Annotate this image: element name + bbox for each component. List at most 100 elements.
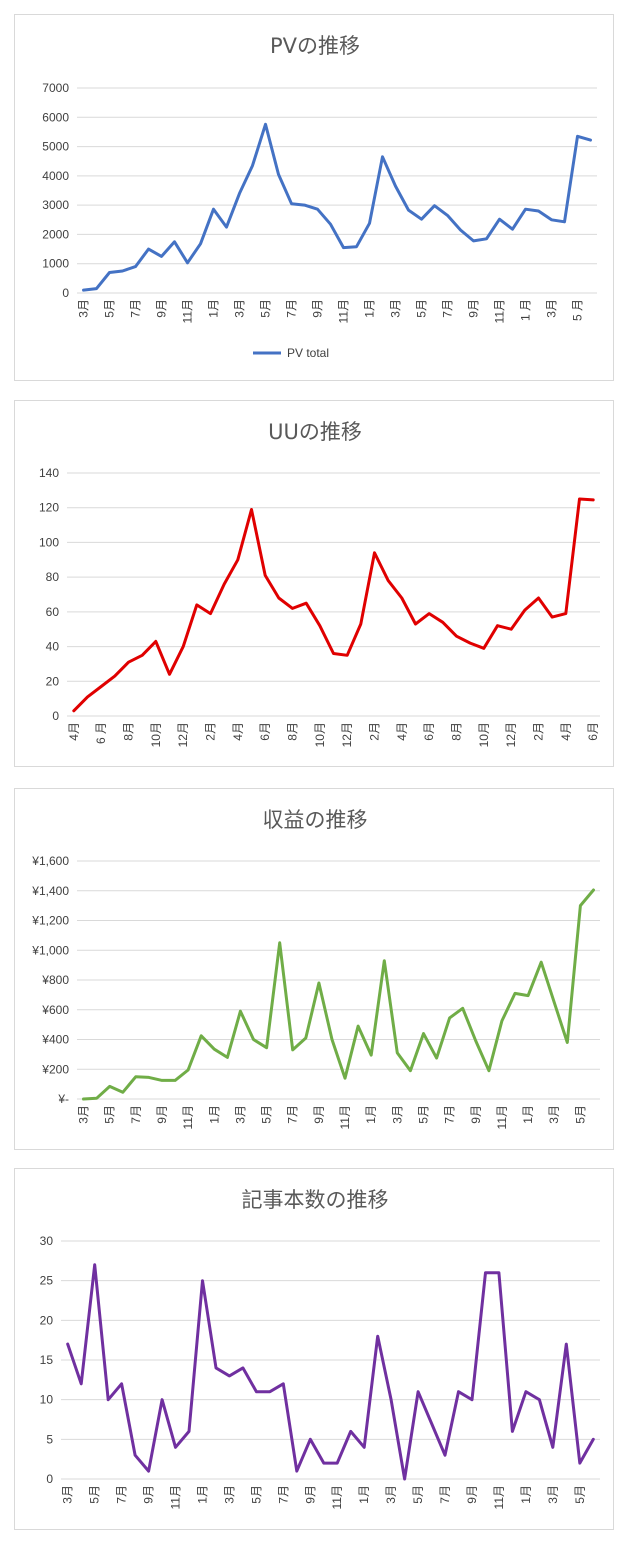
x-tick-label: 5月 [103, 1105, 117, 1124]
x-tick-label: 3月 [233, 299, 247, 318]
y-tick-label: 30 [40, 1234, 54, 1248]
chart-title: 記事本数の推移 [242, 1188, 389, 1212]
x-tick-label: 3月 [61, 1485, 75, 1504]
x-tick-label: 9月 [312, 1105, 326, 1124]
x-tick-label: 5月 [411, 1485, 425, 1504]
x-tick-label: 7月 [129, 299, 143, 318]
uu-chart: UUの推移 0 20 40 60 80 100 120 140 4月 6 月 8月 10月 12月 2月 4月… [39, 420, 600, 747]
x-tick-label: 9月 [467, 299, 481, 318]
x-tick-label: 1月 [521, 1105, 535, 1124]
x-tick-label: 3月 [547, 1105, 561, 1124]
x-tick-label: 7月 [115, 1485, 129, 1504]
x-tick-label: 9月 [311, 299, 325, 318]
x-tick-label: 1月 [207, 299, 221, 318]
x-tick-label: 7月 [276, 1485, 290, 1504]
y-tick-label: ¥600 [41, 1003, 69, 1017]
y-tick-label: 5 [46, 1432, 53, 1446]
x-tick-label: 5月 [88, 1485, 102, 1504]
x-tick-label: 5月 [259, 299, 273, 318]
x-tick-label: 7月 [438, 1485, 452, 1504]
x-tick-label: 1 月 [519, 299, 533, 321]
y-tick-label: 5000 [42, 140, 69, 154]
chart-title: 収益の推移 [263, 808, 368, 832]
y-tick-label: ¥1,200 [31, 914, 69, 928]
x-tick-label: 4月 [67, 722, 81, 741]
x-tick-label: 9月 [469, 1105, 483, 1124]
x-tick-label: 3月 [222, 1485, 236, 1504]
x-tick-label: 12月 [504, 722, 518, 747]
x-tick-label: 7月 [441, 299, 455, 318]
y-tick-label: 25 [40, 1274, 54, 1288]
y-tick-label: 20 [46, 674, 60, 688]
x-tick-label: 11月 [330, 1485, 344, 1509]
y-tick-label: ¥400 [41, 1033, 69, 1047]
x-tick-label: 9月 [465, 1485, 479, 1504]
x-tick-label: 7月 [286, 1105, 300, 1124]
chart-title: UUの推移 [268, 420, 362, 444]
x-tick-label: 8月 [122, 722, 136, 741]
x-tick-label: 5月 [103, 299, 117, 318]
x-tick-label: 1月 [207, 1105, 221, 1124]
x-tick-label: 10月 [149, 722, 163, 747]
x-tick-label: 12月 [340, 722, 354, 747]
x-tick-label: 11月 [169, 1485, 183, 1509]
y-tick-label: ¥1,000 [31, 943, 69, 957]
x-tick-label: 10月 [477, 722, 491, 747]
x-tick-label: 10月 [313, 722, 327, 747]
x-tick-label: 11月 [495, 1105, 509, 1129]
x-tick-label: 3月 [77, 299, 91, 318]
y-tick-label: 20 [40, 1313, 54, 1327]
y-tick-label: 4000 [42, 169, 69, 183]
y-tick-label: 6000 [42, 110, 69, 124]
series-line [72, 497, 595, 713]
y-tick-label: 60 [46, 605, 60, 619]
x-tick-label: 11月 [493, 299, 507, 323]
x-tick-label: 7月 [285, 299, 299, 318]
y-tick-label: ¥200 [41, 1062, 69, 1076]
x-tick-label: 9月 [155, 1105, 169, 1124]
y-tick-label: 0 [46, 1472, 53, 1486]
uu-chart-panel: UUの推移 0 20 40 60 80 100 120 140 4月 6 月 8月 10月 12月 2月 4月… [14, 400, 614, 767]
x-tick-label: 5月 [573, 1485, 587, 1504]
y-tick-label: 0 [52, 709, 59, 723]
x-tick-label: 6月 [258, 722, 272, 741]
x-tick-label: 2月 [532, 722, 546, 741]
x-tick-label: 5月 [249, 1485, 263, 1504]
x-tick-label: 11月 [337, 299, 351, 323]
x-tick-label: 11月 [181, 1105, 195, 1129]
x-tick-label: 7月 [129, 1105, 143, 1124]
x-tick-label: 4月 [395, 722, 409, 741]
x-tick-label: 11月 [492, 1485, 506, 1509]
x-tick-label: 6月 [422, 722, 436, 741]
series-line [66, 1263, 595, 1481]
x-tick-label: 5月 [415, 299, 429, 318]
x-tick-label: 6月 [586, 722, 600, 741]
y-tick-label: 2000 [42, 227, 69, 241]
y-tick-label: 100 [39, 535, 59, 549]
chart-title: PVの推移 [270, 34, 360, 58]
x-tick-label: 9月 [155, 299, 169, 318]
x-tick-label: 2月 [204, 722, 218, 741]
y-tick-label: ¥1,600 [31, 854, 69, 868]
y-tick-label: ¥1,400 [31, 884, 69, 898]
x-tick-label: 9月 [303, 1485, 317, 1504]
x-tick-label: 11月 [181, 299, 195, 323]
x-tick-label: 11月 [338, 1105, 352, 1129]
x-tick-label: 3月 [233, 1105, 247, 1124]
y-tick-label: 40 [46, 640, 60, 654]
revenue-chart: 収益の推移 ¥- ¥200 ¥400 ¥600 ¥800 ¥1,000 ¥1,200 ¥1,40… [31, 808, 600, 1129]
x-tick-label: 3月 [545, 299, 559, 318]
x-tick-label: 3月 [546, 1485, 560, 1504]
series-line [82, 888, 595, 1101]
y-tick-label: 15 [40, 1353, 54, 1367]
y-tick-label: 10 [40, 1393, 54, 1407]
y-tick-label: 120 [39, 501, 59, 515]
series-line [82, 122, 592, 292]
x-tick-label: 5 月 [571, 299, 585, 321]
x-tick-label: 1月 [363, 299, 377, 318]
y-tick-label: 140 [39, 466, 59, 480]
y-tick-label: ¥800 [41, 973, 69, 987]
pv-chart-panel: PVの推移 0 1000 2000 3000 4000 5000 6000 7000 3月 5月 7月… [14, 14, 614, 381]
x-tick-label: 1月 [519, 1485, 533, 1504]
x-tick-label: 1月 [357, 1485, 371, 1504]
